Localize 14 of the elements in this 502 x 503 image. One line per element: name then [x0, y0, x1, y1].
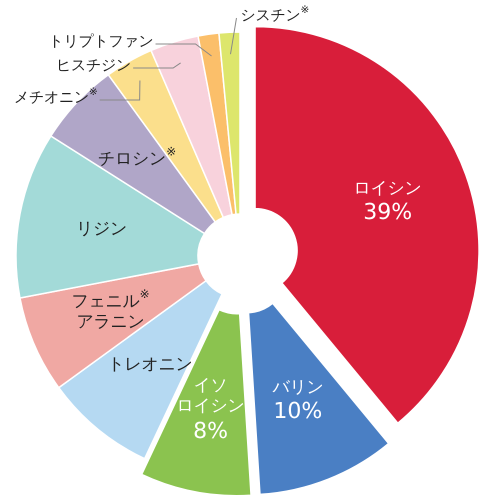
slice-label: トレオニン — [108, 354, 193, 374]
slice-label: ヒスチジン — [56, 56, 132, 74]
slice-label: ロイシン — [354, 178, 422, 198]
slice-label: バリン — [271, 378, 324, 398]
slice-label: チロシン$^{※}$ — [98, 144, 176, 170]
data-label: 39% — [363, 200, 412, 225]
slice-label: リジン — [76, 219, 127, 240]
data-label: 10% — [273, 398, 322, 424]
data-label: 8% — [193, 419, 228, 444]
slice-label: フェニル$^{※}$アラニン — [72, 287, 150, 332]
slice-label: トリプトファン — [48, 32, 154, 50]
slice-label: メチオニン$^{※}$ — [14, 86, 98, 106]
slice-label: イソロイシン — [176, 376, 245, 416]
slice-label: シスチン$^{※}$ — [240, 4, 310, 24]
